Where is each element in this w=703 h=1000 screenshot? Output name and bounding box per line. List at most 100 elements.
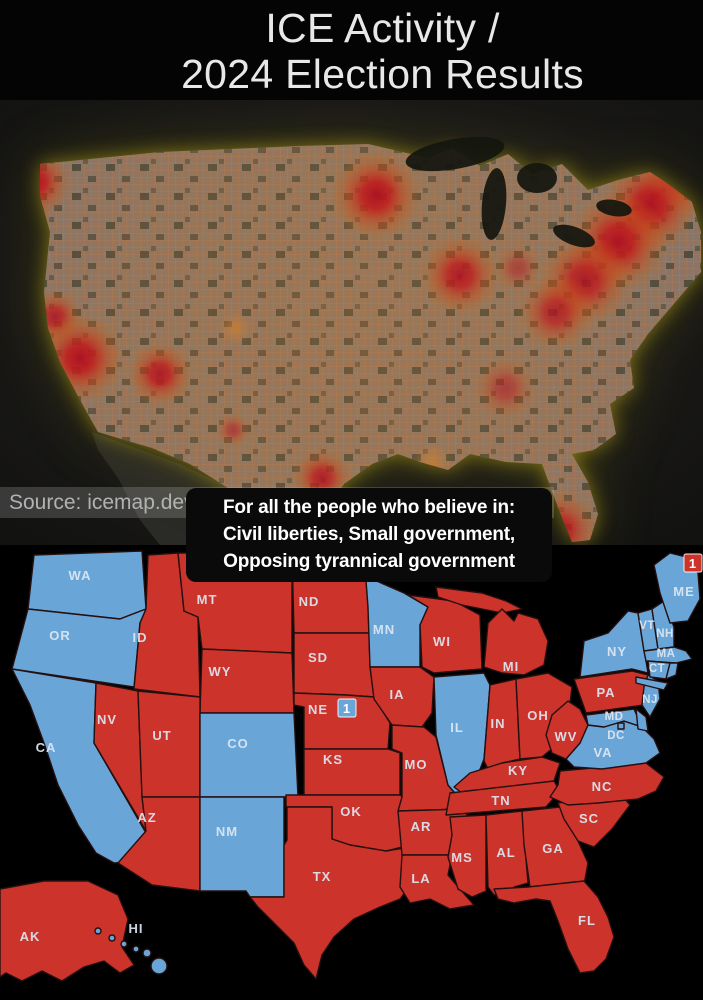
hi-island-5 <box>142 948 152 958</box>
nebraska-cd2-badge-box <box>337 698 357 718</box>
state-mn-label: MN <box>373 622 395 637</box>
caption-line-1: For all the people who believe in: <box>223 497 515 518</box>
state-tx-label: TX <box>313 869 332 884</box>
state-wy-label: WY <box>209 664 232 679</box>
state-ak-label: AK <box>20 929 41 944</box>
state-ri <box>665 662 679 680</box>
state-de <box>635 708 649 732</box>
state-wi-label: WI <box>433 634 451 649</box>
state-nm <box>199 796 285 898</box>
state-ca-label: CA <box>36 740 57 755</box>
state-ut-label: UT <box>152 728 171 743</box>
state-ma <box>643 646 693 664</box>
lake-superior <box>405 136 505 172</box>
lake-michigan <box>481 168 507 240</box>
state-va-label: VA <box>593 745 612 760</box>
state-ar-label: AR <box>411 819 432 834</box>
state-tn-label: TN <box>491 793 510 808</box>
state-la-label: LA <box>411 871 430 886</box>
title-line-2: 2024 Election Results <box>181 51 584 97</box>
state-id-label: ID <box>133 630 148 645</box>
state-ny-long-island <box>635 676 669 691</box>
state-ut <box>137 690 201 798</box>
state-pa-label: PA <box>596 685 615 700</box>
state-oh-label: OH <box>527 708 549 723</box>
maine-cd2-badge: 1 <box>683 553 703 573</box>
title-line-1: ICE Activity / <box>265 5 500 51</box>
caption-line-3: Opposing tyrannical government <box>223 551 515 572</box>
state-nc <box>549 762 665 806</box>
state-nv-label: NV <box>97 712 117 727</box>
state-in-label: IN <box>491 716 506 731</box>
state-vt-label: VT <box>639 620 655 632</box>
state-wv-label: WV <box>555 729 578 744</box>
state-me-label: ME <box>673 584 695 599</box>
state-nd-label: ND <box>299 594 320 609</box>
state-sd <box>293 632 375 698</box>
state-ms-label: MS <box>451 850 473 865</box>
state-ny-label: NY <box>607 644 627 659</box>
state-wa <box>27 550 147 620</box>
state-hi <box>94 927 168 975</box>
state-or-label: OR <box>49 628 71 643</box>
state-ky-label: KY <box>508 763 528 778</box>
state-co <box>199 712 299 798</box>
state-mi-label: MI <box>503 659 519 674</box>
state-mt-label: MT <box>197 592 218 607</box>
state-sd-label: SD <box>308 650 328 665</box>
heat-hotspot-denver <box>219 312 251 344</box>
state-ia <box>369 666 435 728</box>
state-nm-label: NM <box>216 824 238 839</box>
hi-island-6 <box>150 957 168 975</box>
state-fl-label: FL <box>578 913 596 928</box>
state-nc-label: NC <box>592 779 613 794</box>
state-ma-label: MA <box>657 648 676 660</box>
state-hi-label: HI <box>129 921 144 936</box>
heat-hotspot-atlanta <box>473 356 537 420</box>
state-wv <box>545 700 589 760</box>
heat-hotspot-minneapolis <box>331 150 421 240</box>
state-mi-up <box>435 586 523 614</box>
heat-hotspot-phoenix <box>127 341 193 407</box>
state-tx <box>249 806 417 980</box>
caption-line-2: Civil liberties, Small government, <box>222 524 515 545</box>
state-md <box>585 708 643 728</box>
hi-island-3 <box>120 940 128 948</box>
state-sc-label: SC <box>579 811 599 826</box>
heat-hotspot-chicago <box>420 235 500 315</box>
state-ks <box>303 748 401 796</box>
state-ok-label: OK <box>340 804 362 819</box>
hi-island-2 <box>108 934 116 942</box>
state-md-label: MD <box>605 711 624 723</box>
great-lakes <box>405 136 632 248</box>
hi-island-4 <box>132 945 140 953</box>
lake-erie <box>553 224 595 248</box>
state-ak <box>0 880 135 982</box>
state-nj-label: NJ <box>642 694 658 706</box>
state-ct-label: CT <box>649 663 665 675</box>
nebraska-cd2-badge: 1 <box>337 698 357 718</box>
state-nh-label: NH <box>656 628 673 640</box>
ice-activity-heatmap <box>0 100 703 545</box>
hi-island-1 <box>94 927 102 935</box>
state-dc-label: DC <box>607 730 624 742</box>
election-results-map: WA OR CA NV ID MT WY UT CO AZ NM ND SD N… <box>0 550 703 982</box>
meme-title: ICE Activity / 2024 Election Results <box>0 0 703 100</box>
state-mo-label: MO <box>405 757 428 772</box>
state-co-label: CO <box>227 736 249 751</box>
state-ks-label: KS <box>323 752 343 767</box>
state-wa-label: WA <box>69 568 92 583</box>
state-az-label: AZ <box>137 810 156 825</box>
lake-ontario <box>596 199 632 217</box>
state-al-label: AL <box>496 845 515 860</box>
state-il-label: IL <box>450 720 464 735</box>
caption-overlay: For all the people who believe in: Civil… <box>186 488 552 582</box>
state-ga-label: GA <box>542 841 564 856</box>
state-wy <box>199 648 295 714</box>
state-ne-label: NE <box>308 702 328 717</box>
heat-hotspot-elpaso <box>215 412 251 448</box>
lake-huron <box>517 163 557 193</box>
state-dc <box>617 722 625 730</box>
nebraska-cd2-badge-label: 1 <box>343 701 351 716</box>
heat-hotspot-seattle <box>40 146 71 218</box>
